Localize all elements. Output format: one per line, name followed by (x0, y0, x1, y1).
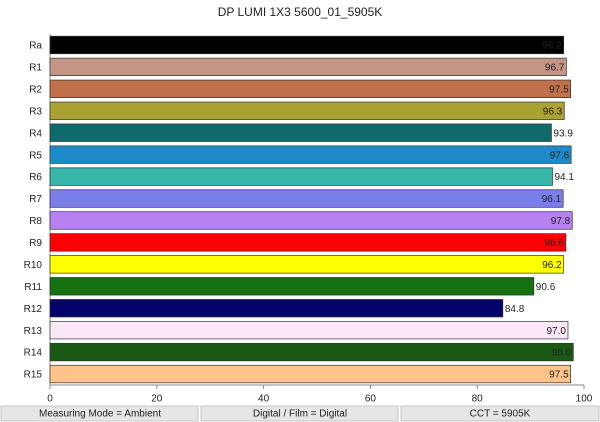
value-label: 93.9 (553, 128, 573, 139)
y-tick-label: R4 (29, 128, 42, 139)
y-tick-label: R11 (24, 282, 42, 293)
bar (49, 167, 553, 186)
y-tick-label: R5 (29, 150, 42, 161)
bar (49, 321, 569, 340)
value-label: 96.2 (542, 260, 562, 271)
bar (49, 233, 567, 252)
bar (49, 364, 572, 384)
y-tick-label: R3 (29, 106, 42, 117)
value-label: 96.7 (545, 63, 565, 74)
value-label: 97.8 (551, 216, 571, 227)
footer-text: CCT = 5905K (470, 409, 531, 420)
y-tick-label: R1 (29, 63, 42, 74)
y-tick-label: R9 (29, 238, 42, 249)
y-tick-label: R13 (24, 326, 43, 337)
bar (49, 123, 552, 142)
bar (49, 342, 574, 362)
x-tick-label: 60 (365, 394, 377, 405)
y-tick-label: R15 (24, 370, 43, 381)
bar (49, 277, 535, 296)
footer-text: Digital / Film = Digital (253, 409, 347, 420)
bar (49, 145, 572, 164)
footer-box (400, 405, 600, 422)
chart-title: DP LUMI 1X3 5600_01_5905K (218, 5, 383, 19)
bar (49, 299, 504, 318)
value-label: 96.3 (543, 106, 563, 117)
x-tick-label: 20 (151, 394, 163, 405)
bar (49, 255, 565, 274)
y-tick-label: R8 (29, 216, 42, 227)
bar (49, 189, 564, 208)
value-label: 84.8 (505, 304, 525, 315)
value-label: 97.0 (547, 326, 567, 337)
y-tick-label: R6 (29, 172, 42, 183)
footer-box (200, 405, 399, 422)
value-label: 96.2 (542, 41, 562, 52)
footer-box (0, 405, 199, 422)
value-label: 97.6 (550, 150, 570, 161)
value-label: 97.5 (549, 84, 569, 95)
y-tick-label: R10 (24, 260, 43, 271)
footer-text: Measuring Mode = Ambient (39, 409, 161, 420)
value-label: 97.5 (549, 370, 569, 381)
value-label: 90.6 (536, 282, 556, 293)
value-label: 94.1 (554, 172, 574, 183)
value-label: 98.0 (552, 348, 572, 359)
bar (49, 211, 573, 230)
y-tick-label: R2 (29, 84, 42, 95)
y-tick-label: R12 (24, 304, 43, 315)
bar (49, 57, 567, 77)
y-tick-label: Ra (29, 41, 42, 52)
y-tick-label: R7 (29, 194, 42, 205)
value-label: 96.1 (542, 194, 562, 205)
x-tick-label: 0 (47, 394, 53, 405)
x-tick-label: 80 (472, 394, 484, 405)
bar (49, 79, 572, 98)
x-tick-label: 100 (576, 394, 593, 405)
bar (49, 35, 565, 55)
y-tick-label: R14 (24, 348, 43, 359)
x-tick-label: 40 (258, 394, 270, 405)
bar (49, 101, 565, 120)
value-label: 96.6 (544, 238, 564, 249)
